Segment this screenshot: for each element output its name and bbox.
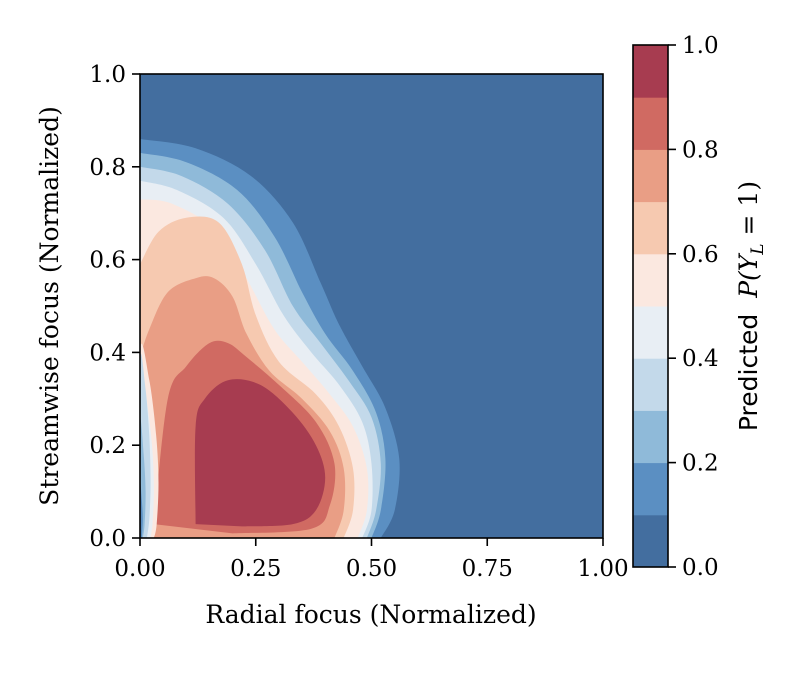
y-tick-label: 0.4 — [89, 340, 126, 366]
y-axis-label: Streamwise focus (Normalized) — [35, 106, 64, 506]
colorbar-tick-label: 1.0 — [682, 33, 719, 59]
y-tick-label: 0.6 — [89, 248, 126, 274]
x-tick-label: 1.00 — [577, 556, 628, 582]
colorbar-band — [633, 306, 668, 359]
colorbar-ticks: 0.0 0.2 0.4 0.6 0.8 1.0 — [668, 33, 719, 581]
colorbar: 0.0 0.2 0.4 0.6 0.8 1.0 Predicted P(YL = 1) — [632, 33, 768, 581]
colorbar-label-math: P(Y — [734, 252, 763, 299]
colorbar-band — [633, 410, 668, 464]
colorbar-band — [633, 253, 668, 307]
colorbar-tick-label: 0.6 — [682, 242, 719, 268]
x-tick-label: 0.75 — [462, 556, 513, 582]
plot-area — [139, 73, 604, 539]
colorbar-tick-label: 0.4 — [682, 346, 719, 372]
colorbar-label-suffix: = 1) — [734, 181, 763, 244]
colorbar-band — [633, 149, 668, 203]
y-tick-label: 1.0 — [89, 62, 126, 88]
colorbar-band — [633, 514, 668, 568]
colorbar-band — [633, 358, 668, 411]
y-tick-label: 0.2 — [89, 433, 126, 459]
colorbar-tick-label: 0.8 — [682, 137, 719, 163]
colorbar-tick-label: 0.0 — [682, 555, 719, 581]
x-axis: 0.00 0.25 0.50 0.75 1.00 — [114, 538, 629, 582]
colorbar-band — [633, 97, 668, 150]
y-axis: 0.0 0.2 0.4 0.6 0.8 1.0 — [89, 62, 140, 552]
x-tick-label: 0.50 — [346, 556, 397, 582]
colorbar-label-prefix: Predicted — [734, 314, 763, 431]
x-axis-label: Radial focus (Normalized) — [205, 600, 536, 629]
contour-level-0-9 — [194, 379, 326, 527]
contour-fills — [140, 139, 400, 538]
colorbar-label: Predicted P(YL = 1) — [734, 181, 768, 431]
x-tick-label: 0.00 — [114, 556, 165, 582]
colorbar-band — [633, 45, 668, 98]
colorbar-band — [633, 462, 668, 516]
y-tick-label: 0.8 — [89, 155, 126, 181]
colorbar-band — [633, 201, 668, 255]
colorbar-label-sub: L — [748, 243, 768, 255]
y-tick-label: 0.0 — [89, 526, 126, 552]
colorbar-tick-label: 0.2 — [682, 451, 719, 477]
x-tick-label: 0.25 — [230, 556, 281, 582]
colorbar-frame — [632, 44, 669, 568]
colorbar-bands — [633, 45, 668, 568]
